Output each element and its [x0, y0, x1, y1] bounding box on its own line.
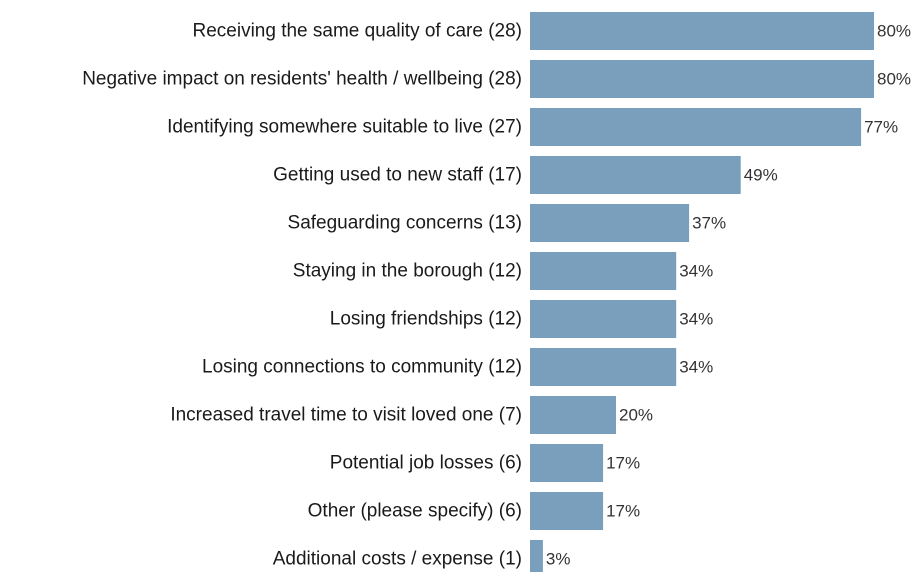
value-label: 17%	[606, 502, 640, 521]
category-label: Potential job losses (6)	[330, 453, 522, 474]
bar-7	[530, 300, 677, 338]
value-label: 37%	[692, 214, 726, 233]
bar-5	[530, 204, 690, 242]
category-label: Losing connections to community (12)	[202, 357, 522, 378]
value-label: 17%	[606, 454, 640, 473]
bar-12	[530, 540, 543, 577]
bar-3	[530, 108, 862, 146]
category-label: Other (please specify) (6)	[308, 501, 522, 522]
category-label: Staying in the borough (12)	[293, 261, 522, 282]
value-label: 34%	[679, 262, 713, 281]
category-label: Getting used to new staff (17)	[273, 165, 522, 186]
value-label: 3%	[546, 550, 571, 569]
category-label: Safeguarding concerns (13)	[288, 213, 522, 234]
bar-2	[530, 60, 874, 98]
bar-9	[530, 396, 616, 434]
category-label: Increased travel time to visit loved one…	[170, 405, 522, 426]
value-label: 80%	[877, 70, 911, 89]
value-label: 80%	[877, 22, 911, 41]
bar-10	[530, 444, 604, 482]
bar-1	[530, 12, 874, 50]
bar-6	[530, 252, 677, 290]
category-label: Additional costs / expense (1)	[273, 549, 522, 570]
category-label: Negative impact on residents' health / w…	[82, 69, 522, 90]
value-label: 34%	[679, 358, 713, 377]
category-label: Losing friendships (12)	[330, 309, 522, 330]
value-label: 49%	[744, 166, 778, 185]
bar-8	[530, 348, 677, 386]
category-label: Receiving the same quality of care (28)	[193, 21, 523, 42]
value-label: 77%	[864, 118, 898, 137]
value-label: 34%	[679, 310, 713, 329]
bar-11	[530, 492, 604, 530]
category-label: Identifying somewhere suitable to live (…	[167, 117, 522, 138]
bar-4	[530, 156, 741, 194]
value-label: 20%	[619, 406, 653, 425]
